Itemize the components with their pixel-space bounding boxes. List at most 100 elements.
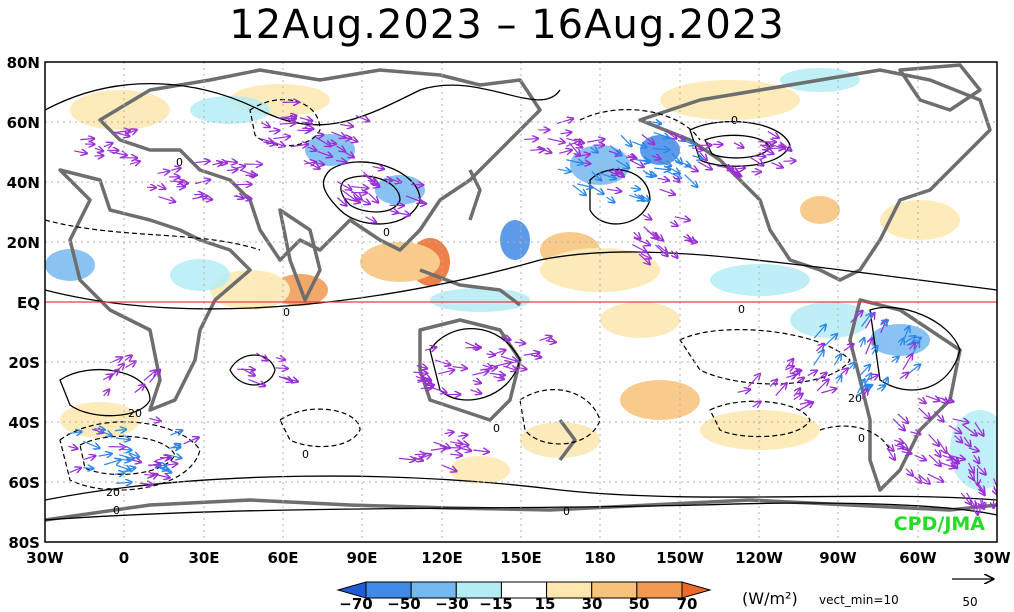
positive-anomaly-shading bbox=[60, 80, 960, 484]
wind-vector bbox=[884, 378, 888, 386]
wind-vector bbox=[500, 355, 517, 361]
wind-vector bbox=[606, 197, 614, 202]
wind-vector bbox=[589, 185, 603, 194]
wind-vector bbox=[938, 441, 946, 453]
wind-vector bbox=[420, 387, 433, 388]
contour-label: 0 bbox=[493, 422, 500, 435]
wind-vector bbox=[424, 347, 436, 350]
colorbar-segment bbox=[681, 581, 712, 599]
wind-vector bbox=[769, 380, 777, 387]
wind-vector bbox=[909, 343, 915, 350]
wind-vector bbox=[659, 188, 675, 194]
wind-vector bbox=[609, 144, 621, 155]
wind-vector bbox=[934, 411, 943, 421]
wind-vector bbox=[457, 443, 469, 445]
wind-vector bbox=[982, 500, 984, 508]
wind-vector bbox=[260, 139, 273, 142]
wind-vector bbox=[365, 216, 376, 223]
wind-vector bbox=[143, 370, 156, 382]
map-layers: 0 0 0 20 0 0 0 0 20 0 20 0 0 bbox=[45, 62, 997, 542]
wind-vector bbox=[651, 231, 663, 241]
wind-vector bbox=[218, 162, 227, 163]
colorbar-label: 15 bbox=[535, 595, 556, 612]
wind-vector bbox=[747, 374, 760, 388]
wind-vector bbox=[658, 161, 671, 166]
wind-vector bbox=[785, 366, 793, 370]
contour-label: 0 bbox=[731, 114, 738, 127]
wind-vector bbox=[861, 338, 865, 348]
wind-vector bbox=[572, 184, 585, 195]
wind-vector bbox=[657, 178, 669, 180]
contour-label: 0 bbox=[563, 505, 570, 518]
wind-vector bbox=[560, 132, 571, 134]
wind-vector bbox=[156, 185, 165, 189]
wind-vector bbox=[501, 337, 510, 340]
y-tick-label: 60S bbox=[8, 474, 40, 492]
colorbar bbox=[336, 581, 712, 599]
x-tick-label: 0 bbox=[119, 549, 129, 567]
wind-vector bbox=[565, 140, 581, 147]
wind-vector bbox=[697, 161, 712, 170]
wind-vector bbox=[438, 370, 454, 374]
wind-vector bbox=[734, 168, 744, 169]
wind-vector bbox=[372, 167, 384, 169]
wind-vector bbox=[125, 361, 136, 369]
wind-vector bbox=[192, 196, 207, 199]
wind-vector bbox=[450, 454, 462, 455]
wind-vector bbox=[630, 188, 640, 189]
wind-vector bbox=[625, 157, 636, 158]
wind-vector bbox=[241, 368, 255, 376]
wind-vector bbox=[326, 142, 336, 143]
wind-vector bbox=[341, 189, 356, 200]
wind-vector bbox=[566, 160, 583, 164]
wind-vector bbox=[799, 402, 811, 404]
wind-vector bbox=[969, 471, 974, 480]
wind-vector bbox=[962, 424, 977, 435]
wind-vector bbox=[935, 448, 941, 456]
wind-vector bbox=[331, 131, 345, 137]
wind-vector bbox=[524, 139, 538, 140]
wind-vectors bbox=[67, 102, 997, 515]
y-tick-label: 20N bbox=[7, 234, 40, 252]
y-axis-labels: 80N 60N 40N 20N EQ 20S 40S 60S 80S bbox=[7, 54, 40, 552]
wind-vector bbox=[413, 457, 423, 460]
wind-vector bbox=[864, 374, 871, 384]
wind-vector bbox=[648, 121, 661, 123]
wind-vector bbox=[315, 135, 323, 136]
wind-vector bbox=[458, 435, 467, 437]
wind-vector bbox=[149, 464, 160, 466]
wind-vector bbox=[901, 452, 912, 454]
wind-vector bbox=[536, 146, 551, 152]
wind-vector bbox=[69, 468, 81, 473]
wind-vector bbox=[927, 473, 943, 482]
wind-vector bbox=[948, 424, 961, 433]
wind-vector bbox=[233, 196, 251, 199]
wind-vector bbox=[833, 354, 840, 366]
wind-vector bbox=[692, 156, 703, 159]
x-tick-label: 120W bbox=[735, 549, 783, 567]
wind-vector bbox=[171, 168, 180, 170]
page-title: 12Aug.2023 – 16Aug.2023 bbox=[229, 2, 785, 48]
wind-vector bbox=[862, 389, 867, 400]
x-tick-label: 90W bbox=[819, 549, 857, 567]
contour-label: 0 bbox=[302, 448, 309, 461]
wind-vector bbox=[299, 118, 312, 121]
wind-vector bbox=[785, 359, 793, 369]
wind-vector bbox=[384, 179, 392, 180]
wind-vector bbox=[954, 435, 962, 443]
wind-vector bbox=[606, 189, 621, 191]
wind-vector bbox=[587, 139, 604, 142]
wind-vector bbox=[671, 250, 677, 258]
wind-vector bbox=[170, 430, 182, 435]
wind-vector bbox=[68, 446, 77, 448]
wind-vector bbox=[248, 379, 265, 386]
wind-vector bbox=[394, 212, 410, 215]
wind-vector bbox=[472, 380, 481, 383]
wind-vector bbox=[336, 181, 351, 190]
colorbar-label: −50 bbox=[387, 595, 420, 612]
wind-vector bbox=[900, 339, 903, 347]
wind-vector bbox=[118, 364, 124, 370]
wind-vector bbox=[928, 454, 941, 466]
wind-vector bbox=[574, 154, 590, 156]
wind-vector bbox=[104, 390, 109, 396]
